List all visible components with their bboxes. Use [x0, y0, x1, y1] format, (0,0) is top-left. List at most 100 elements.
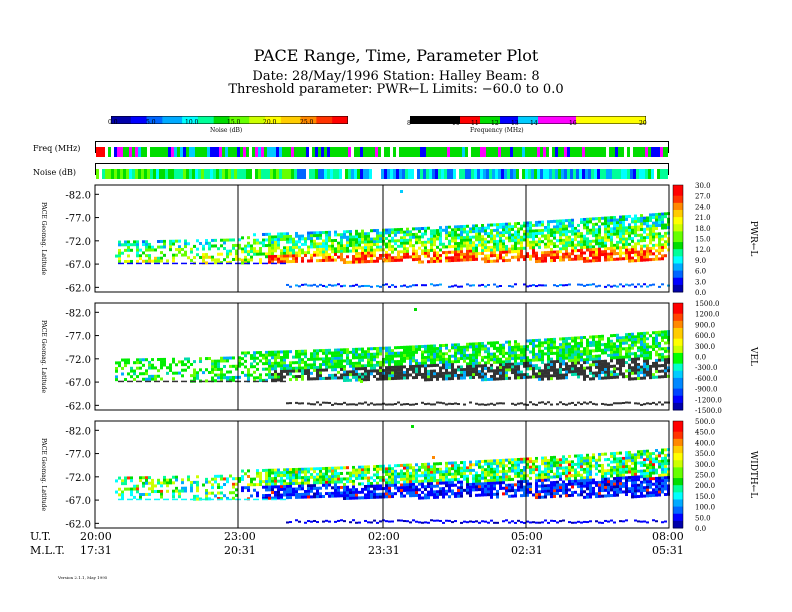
data-cell: [664, 212, 667, 216]
data-cell: [181, 262, 184, 265]
data-cell: [607, 227, 610, 231]
data-cell: [526, 372, 529, 376]
data-cell: [124, 476, 127, 480]
freq-strip-cell: [588, 147, 591, 157]
data-cell: [358, 243, 361, 247]
data-cell: [589, 363, 592, 367]
data-cell: [475, 402, 478, 405]
data-cell: [280, 254, 283, 258]
data-cell: [475, 227, 478, 231]
data-cell: [277, 468, 280, 472]
data-cell: [565, 373, 568, 377]
data-cell: [190, 480, 193, 484]
data-cell: [643, 343, 646, 347]
data-cell: [508, 346, 511, 350]
data-cell: [487, 232, 490, 236]
noise-scale-cell: [213, 116, 219, 124]
freq-strip-cell: [210, 147, 213, 157]
data-cell: [124, 487, 127, 491]
data-cell: [265, 252, 268, 256]
data-cell: [388, 234, 391, 238]
colorbar-cell: [673, 259, 683, 264]
noise-scale-cell: [142, 116, 148, 124]
data-cell: [172, 242, 175, 246]
data-cell: [403, 238, 406, 242]
freq-strip-cell: [378, 147, 381, 157]
data-cell: [640, 403, 643, 406]
data-cell: [409, 471, 412, 475]
data-cell: [643, 351, 646, 355]
data-cell: [451, 259, 454, 263]
data-cell: [583, 234, 586, 238]
data-cell: [628, 355, 631, 359]
data-cell: [355, 353, 358, 357]
data-cell: [403, 348, 406, 352]
data-cell: [418, 238, 421, 242]
data-cell: [499, 253, 502, 257]
data-cell: [643, 345, 646, 349]
data-cell: [493, 245, 496, 249]
data-cell: [394, 239, 397, 243]
data-cell: [577, 361, 580, 365]
data-cell: [175, 489, 178, 493]
noise-strip-cell: [624, 169, 627, 179]
noise-scale-cell: [284, 116, 290, 124]
data-cell: [298, 358, 301, 362]
data-cell: [370, 493, 373, 497]
data-cell: [664, 240, 667, 244]
data-cell: [148, 363, 151, 367]
data-cell: [256, 376, 259, 380]
data-cell: [118, 476, 121, 480]
data-cell: [490, 223, 493, 227]
data-cell: [562, 368, 565, 372]
data-cell: [358, 364, 361, 368]
data-cell: [400, 285, 403, 288]
data-cell: [292, 243, 295, 247]
data-cell: [418, 345, 421, 349]
data-cell: [391, 403, 394, 406]
data-cell: [331, 365, 334, 369]
data-cell: [601, 365, 604, 369]
data-cell: [502, 234, 505, 238]
noise-strip-cell: [630, 169, 633, 179]
data-cell: [265, 477, 268, 481]
data-cell: [472, 367, 475, 371]
noise-strip-cell: [615, 169, 618, 179]
data-cell: [397, 360, 400, 364]
data-cell: [604, 238, 607, 242]
freq-tick: 11: [471, 120, 479, 127]
data-cell: [388, 467, 391, 471]
data-cell: [649, 345, 652, 349]
data-cell: [355, 468, 358, 472]
data-cell: [334, 354, 337, 358]
data-cell: [589, 259, 592, 263]
data-cell: [307, 467, 310, 471]
data-cell: [433, 361, 436, 365]
data-cell: [427, 260, 430, 264]
data-cell: [376, 259, 379, 263]
data-cell: [571, 370, 574, 374]
data-cell: [508, 360, 511, 364]
data-cell: [613, 353, 616, 357]
data-cell: [472, 246, 475, 250]
data-cell: [622, 347, 625, 351]
data-cell: [331, 373, 334, 377]
data-cell: [475, 246, 478, 250]
freq-strip-cell: [444, 147, 447, 157]
colorbar-cell: [673, 220, 683, 225]
data-cell: [385, 470, 388, 474]
data-cell: [592, 222, 595, 226]
data-cell: [286, 254, 289, 258]
data-cell: [247, 244, 250, 248]
data-cell: [319, 481, 322, 485]
freq-strip-cell: [603, 147, 606, 157]
data-cell: [496, 228, 499, 232]
data-cell: [442, 521, 445, 524]
data-cell: [346, 466, 349, 470]
freq-scale-cell: [410, 116, 460, 124]
noise-strip-cell: [165, 169, 168, 179]
data-cell: [358, 254, 361, 258]
data-cell: [436, 377, 439, 381]
data-cell: [283, 353, 286, 357]
colorbar-tick-label: 9.0: [695, 257, 706, 265]
